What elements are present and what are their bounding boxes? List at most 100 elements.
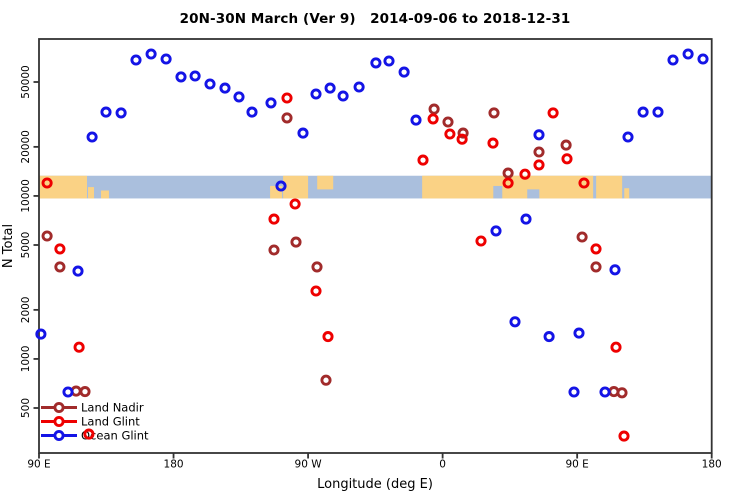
data-point [561, 153, 573, 165]
data-point [568, 386, 580, 398]
data-point [35, 328, 47, 340]
x-tick-label: 90 E [27, 459, 50, 471]
map-land-patch [596, 175, 623, 199]
data-point [488, 107, 500, 119]
map-band [39, 175, 712, 199]
y-axis-ticks: 500 1000 2000 5000 10000 20000 50000 [20, 65, 39, 418]
data-point [444, 128, 456, 140]
data-point [130, 54, 142, 66]
x-tick-label: 90 E [565, 459, 588, 471]
data-point [428, 103, 440, 115]
data-point [219, 82, 231, 94]
data-point [353, 81, 365, 93]
data-point [73, 341, 85, 353]
x-tick-label: 180 [164, 459, 184, 471]
data-point [289, 198, 301, 210]
data-point [417, 154, 429, 166]
map-ocean-notch [527, 189, 540, 199]
data-point [297, 127, 309, 139]
data-point [410, 114, 422, 126]
data-point [100, 106, 112, 118]
data-point [543, 331, 555, 343]
data-point [609, 264, 621, 276]
data-point [281, 92, 293, 104]
data-point [599, 386, 611, 398]
y-tick-label: 500 [20, 398, 32, 418]
data-point [427, 113, 439, 125]
legend-label-ocean-glint: Ocean Glint [81, 429, 149, 443]
y-tick-label: 5000 [20, 232, 32, 259]
data-point [622, 131, 634, 143]
series-land-nadir [41, 103, 628, 399]
y-axis-title: N Total [1, 224, 16, 268]
data-point [616, 387, 628, 399]
data-point [618, 430, 630, 442]
map-land-patch [270, 185, 283, 199]
data-point [79, 386, 91, 398]
data-point [590, 261, 602, 273]
legend-label-land-glint: Land Glint [81, 415, 140, 429]
data-point [457, 127, 469, 139]
data-point [533, 159, 545, 171]
data-point [41, 230, 53, 242]
data-point [576, 231, 588, 243]
data-point [398, 66, 410, 78]
data-point [590, 243, 602, 255]
series-ocean-glint [35, 48, 709, 398]
data-point [370, 57, 382, 69]
data-point [509, 316, 521, 328]
data-point [268, 244, 280, 256]
data-point [637, 106, 649, 118]
data-point [610, 341, 622, 353]
data-point [533, 146, 545, 158]
data-point [573, 327, 585, 339]
data-point [54, 261, 66, 273]
data-point [62, 386, 74, 398]
x-axis-ticks: 90 E 180 90 W 0 90 E 180 [27, 453, 722, 471]
y-tick-label: 50000 [20, 65, 32, 98]
data-point [233, 91, 245, 103]
data-point [246, 106, 258, 118]
data-point [83, 428, 95, 440]
data-point [520, 213, 532, 225]
x-axis-title: Longitude (deg E) [317, 477, 433, 492]
data-point [560, 139, 572, 151]
data-point [72, 265, 84, 277]
data-point [667, 54, 679, 66]
data-point [86, 131, 98, 143]
x-tick-label: 180 [702, 459, 722, 471]
data-point [281, 112, 293, 124]
data-point [519, 168, 531, 180]
data-point [502, 167, 514, 179]
data-point [652, 106, 664, 118]
data-point [160, 53, 172, 65]
data-point [268, 213, 280, 225]
data-point [487, 137, 499, 149]
data-point [265, 97, 277, 109]
data-point [442, 116, 454, 128]
data-point [54, 243, 66, 255]
legend-marker-circle [53, 415, 65, 428]
data-point [475, 235, 487, 247]
data-point [533, 129, 545, 141]
data-point [310, 285, 322, 297]
data-point [310, 88, 322, 100]
map-land-patch [624, 188, 630, 199]
data-point [322, 331, 334, 343]
data-point [320, 374, 332, 386]
data-point [290, 236, 302, 248]
map-land-patch [317, 175, 334, 190]
data-point [578, 177, 590, 189]
data-point [697, 53, 709, 65]
data-point [311, 261, 323, 273]
map-land-patch [88, 187, 95, 199]
map-land-patch [283, 175, 309, 199]
chart-title: 20N-30N March (Ver 9) 2014-09-06 to 2018… [179, 11, 571, 27]
legend-marker-circle [53, 401, 65, 414]
data-point [337, 90, 349, 102]
data-point [502, 177, 514, 189]
data-point [175, 71, 187, 83]
data-point [41, 177, 53, 189]
data-point [383, 55, 395, 67]
data-point [324, 82, 336, 94]
